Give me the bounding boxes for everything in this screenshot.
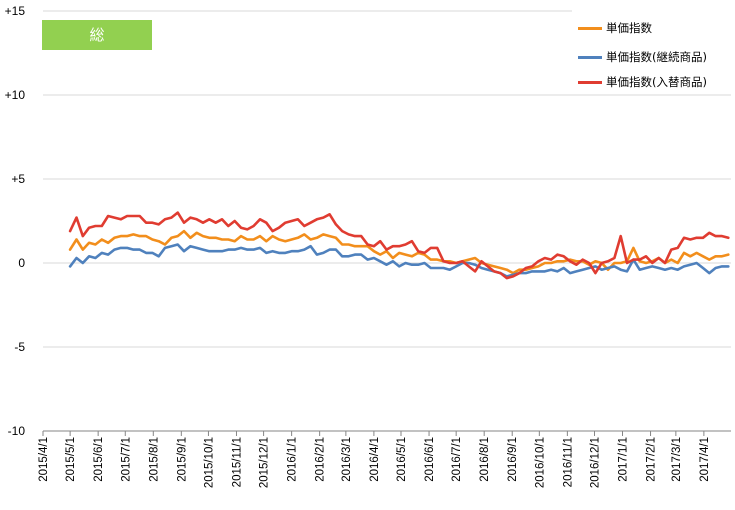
series-line [68, 211, 730, 280]
x-tick-label: 2016/12/1 [589, 437, 601, 488]
legend-label: 単価指数(入替商品) [606, 75, 707, 89]
x-tick-label: 2016/4/1 [369, 437, 381, 482]
x-tick-label: 2015/12/1 [259, 437, 271, 488]
legend-swatch [578, 55, 602, 59]
x-tick-label: 2015/6/1 [93, 437, 105, 482]
x-tick-label: 2015/9/1 [176, 437, 188, 482]
y-tick-label: +15 [5, 4, 26, 18]
x-axis-ticks: 2015/4/1 2015/5/1 2015/6/1 2015/7/1 2015/8/1… [38, 431, 711, 488]
x-tick-label: 2017/1/1 [618, 437, 630, 482]
x-tick-label: 2016/8/1 [479, 437, 491, 482]
x-tick-label: 2015/11/1 [231, 437, 243, 487]
x-tick-label: 2016/7/1 [451, 437, 463, 482]
legend-label: 単価指数(継続商品) [606, 50, 707, 64]
legend-label: 単価指数 [606, 21, 652, 35]
legend-swatch [578, 26, 602, 30]
x-tick-label: 2016/3/1 [341, 437, 353, 482]
legend-item-unit-price-index: 単価指数 [578, 18, 652, 38]
x-tick-label: 2016/6/1 [424, 437, 436, 482]
x-tick-label: 2015/8/1 [148, 437, 160, 482]
y-axis-ticks: +15 +10 +5 0 -5 -10 [5, 4, 26, 438]
x-tick-label: 2017/4/1 [699, 437, 711, 482]
x-tick-label: 2015/10/1 [203, 437, 215, 488]
x-tick-label: 2015/5/1 [65, 437, 77, 482]
legend-swatch [578, 80, 602, 84]
y-tick-label: +10 [5, 88, 26, 102]
x-tick-label: 2016/11/1 [562, 437, 574, 487]
x-tick-label: 2015/4/1 [38, 437, 50, 482]
legend-item-replaced-products: 単価指数(入替商品) [578, 72, 707, 92]
y-tick-label: -5 [14, 340, 25, 354]
x-tick-label: 2016/10/1 [534, 437, 546, 488]
x-tick-label: 2016/1/1 [287, 437, 299, 482]
x-tick-label: 2017/2/1 [646, 437, 658, 482]
legend: 単価指数 単価指数(継続商品) 単価指数(入替商品) [572, 10, 732, 94]
series-lines [68, 211, 730, 280]
series-line [68, 243, 730, 278]
x-tick-label: 2016/9/1 [507, 437, 519, 482]
legend-item-continuing-products: 単価指数(継続商品) [578, 47, 707, 67]
x-tick-label: 2015/7/1 [120, 437, 132, 482]
y-tick-label: 0 [18, 256, 25, 270]
chart-title: 総 合 [42, 20, 152, 74]
y-tick-label: -10 [8, 424, 26, 438]
x-tick-label: 2017/3/1 [671, 437, 683, 482]
y-tick-label: +5 [11, 172, 25, 186]
x-tick-label: 2016/2/1 [315, 437, 327, 482]
series-line [68, 229, 730, 275]
x-tick-label: 2016/5/1 [396, 437, 408, 482]
